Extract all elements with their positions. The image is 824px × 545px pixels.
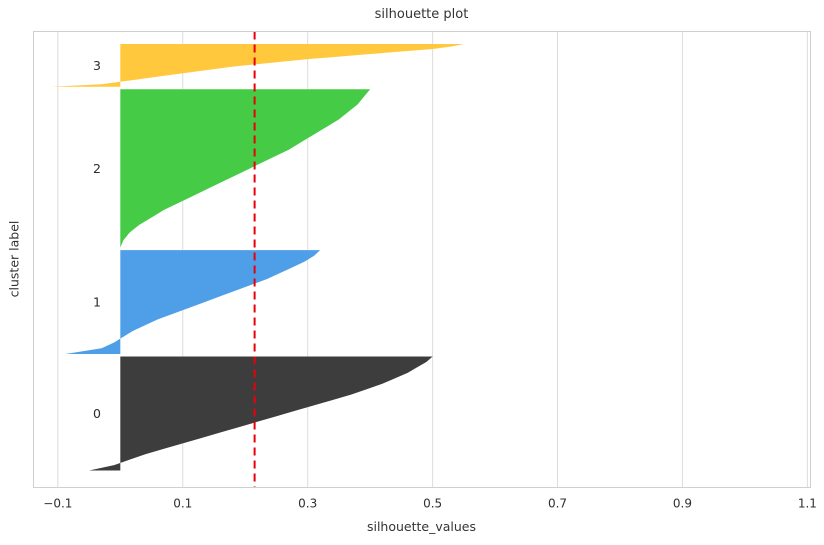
x-tick-label: 0.3 (298, 497, 317, 511)
cluster-2-tick-label: 2 (93, 161, 101, 176)
cluster-3-tick-label: 3 (93, 58, 101, 73)
cluster-3-silhouette (51, 44, 464, 87)
x-axis-label: silhouette_values (366, 519, 477, 534)
x-tick-label: −0.1 (43, 497, 72, 511)
cluster-1-silhouette (65, 250, 321, 355)
x-tick-label: 0.9 (673, 497, 692, 511)
x-tick-label: 0.1 (173, 497, 192, 511)
cluster-1-tick-label: 1 (93, 295, 101, 310)
x-tick-label: 1.1 (798, 497, 817, 511)
cluster-0-silhouette (89, 356, 433, 471)
y-axis-label: cluster label (6, 220, 22, 298)
cluster-2-silhouette (120, 89, 371, 248)
x-tick-label: 0.5 (423, 497, 442, 511)
x-tick-label: 0.7 (548, 497, 567, 511)
cluster-0-tick-label: 0 (93, 406, 101, 421)
chart-title: silhouette plot (374, 7, 469, 22)
plot-border (33, 31, 811, 488)
